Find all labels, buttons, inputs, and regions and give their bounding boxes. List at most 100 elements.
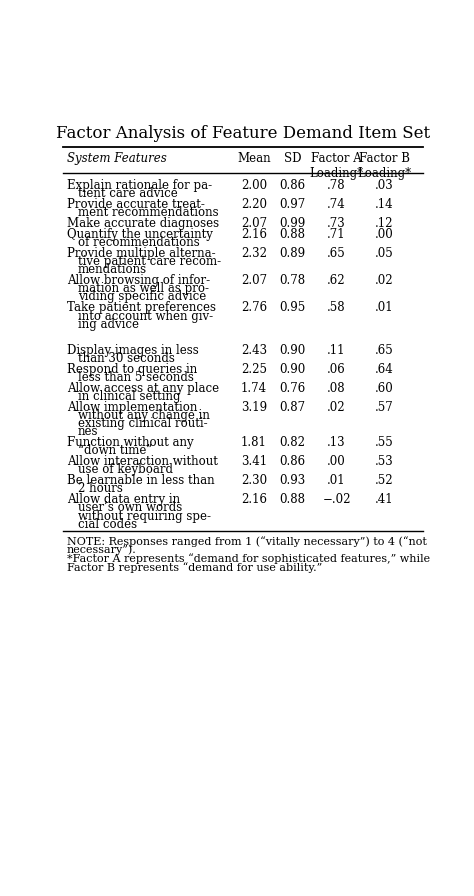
Text: 2.43: 2.43 bbox=[241, 344, 267, 357]
Text: Factor A
Loading*: Factor A Loading* bbox=[310, 151, 364, 180]
Text: 0.93: 0.93 bbox=[279, 474, 306, 487]
Text: .01: .01 bbox=[327, 474, 346, 487]
Text: .05: .05 bbox=[375, 247, 394, 260]
Text: .14: .14 bbox=[375, 198, 394, 211]
Text: .02: .02 bbox=[327, 401, 346, 414]
Text: Respond to queries in: Respond to queries in bbox=[66, 363, 197, 375]
Text: .08: .08 bbox=[327, 382, 346, 395]
Text: Factor Analysis of Feature Demand Item Set: Factor Analysis of Feature Demand Item S… bbox=[56, 125, 430, 142]
Text: without requiring spe-: without requiring spe- bbox=[78, 510, 210, 522]
Text: *Factor A represents “demand for sophisticated features,” while: *Factor A represents “demand for sophist… bbox=[66, 554, 430, 564]
Text: mendations: mendations bbox=[78, 263, 147, 276]
Text: .02: .02 bbox=[375, 274, 394, 288]
Text: ing advice: ing advice bbox=[78, 318, 138, 331]
Text: Allow implementation: Allow implementation bbox=[66, 401, 197, 414]
Text: NOTE: Responses ranged from 1 (“vitally necessary”) to 4 (“not: NOTE: Responses ranged from 1 (“vitally … bbox=[66, 536, 427, 547]
Text: existing clinical routi-: existing clinical routi- bbox=[78, 418, 207, 430]
Text: 0.88: 0.88 bbox=[280, 494, 306, 506]
Text: 0.76: 0.76 bbox=[279, 382, 306, 395]
Text: viding specific advice: viding specific advice bbox=[78, 290, 206, 304]
Text: .62: .62 bbox=[327, 274, 346, 288]
Text: Be learnable in less than: Be learnable in less than bbox=[66, 474, 214, 487]
Text: 2.76: 2.76 bbox=[241, 301, 267, 314]
Text: .11: .11 bbox=[328, 344, 346, 357]
Text: 0.87: 0.87 bbox=[280, 401, 306, 414]
Text: 2.16: 2.16 bbox=[241, 228, 267, 241]
Text: .58: .58 bbox=[327, 301, 346, 314]
Text: .00: .00 bbox=[327, 455, 346, 469]
Text: 1.74: 1.74 bbox=[241, 382, 267, 395]
Text: 2.20: 2.20 bbox=[241, 198, 267, 211]
Text: 0.97: 0.97 bbox=[279, 198, 306, 211]
Text: 2.00: 2.00 bbox=[241, 179, 267, 192]
Text: without any change in: without any change in bbox=[78, 409, 210, 422]
Text: Quantify the uncertainty: Quantify the uncertainty bbox=[66, 228, 212, 241]
Text: .65: .65 bbox=[327, 247, 346, 260]
Text: .73: .73 bbox=[327, 217, 346, 230]
Text: .53: .53 bbox=[375, 455, 394, 469]
Text: 2.07: 2.07 bbox=[241, 217, 267, 230]
Text: 2.16: 2.16 bbox=[241, 494, 267, 506]
Text: Factor B represents “demand for use ability.”: Factor B represents “demand for use abil… bbox=[66, 562, 322, 573]
Text: .06: .06 bbox=[327, 363, 346, 375]
Text: .41: .41 bbox=[375, 494, 394, 506]
Text: Explain rationale for pa-: Explain rationale for pa- bbox=[66, 179, 212, 192]
Text: 3.19: 3.19 bbox=[241, 401, 267, 414]
Text: 2.30: 2.30 bbox=[241, 474, 267, 487]
Text: 2.07: 2.07 bbox=[241, 274, 267, 288]
Text: user’s own words: user’s own words bbox=[78, 502, 182, 514]
Text: Allow access at any place: Allow access at any place bbox=[66, 382, 219, 395]
Text: into account when giv-: into account when giv- bbox=[78, 309, 213, 323]
Text: mation as well as pro-: mation as well as pro- bbox=[78, 282, 209, 296]
Text: Factor B
Loading*: Factor B Loading* bbox=[357, 151, 411, 180]
Text: cial codes: cial codes bbox=[78, 518, 137, 530]
Text: 2.32: 2.32 bbox=[241, 247, 267, 260]
Text: 0.78: 0.78 bbox=[280, 274, 306, 288]
Text: of recommendations: of recommendations bbox=[78, 237, 200, 249]
Text: System Features: System Features bbox=[66, 151, 166, 165]
Text: 0.82: 0.82 bbox=[280, 436, 306, 449]
Text: than 30 seconds: than 30 seconds bbox=[78, 352, 174, 365]
Text: Display images in less: Display images in less bbox=[66, 344, 198, 357]
Text: SD: SD bbox=[284, 151, 301, 165]
Text: −.02: −.02 bbox=[322, 494, 351, 506]
Text: in clinical setting: in clinical setting bbox=[78, 390, 180, 403]
Text: .74: .74 bbox=[327, 198, 346, 211]
Text: Allow interaction without: Allow interaction without bbox=[66, 455, 218, 469]
Text: tient care advice: tient care advice bbox=[78, 187, 177, 200]
Text: .57: .57 bbox=[375, 401, 394, 414]
Text: “down time”: “down time” bbox=[78, 444, 152, 457]
Text: Allow data entry in: Allow data entry in bbox=[66, 494, 180, 506]
Text: Provide multiple alterna-: Provide multiple alterna- bbox=[66, 247, 215, 260]
Text: 2.25: 2.25 bbox=[241, 363, 267, 375]
Text: 0.99: 0.99 bbox=[279, 217, 306, 230]
Text: .64: .64 bbox=[375, 363, 394, 375]
Text: necessary”).: necessary”). bbox=[66, 545, 137, 556]
Text: .78: .78 bbox=[327, 179, 346, 192]
Text: tive patient care recom-: tive patient care recom- bbox=[78, 255, 221, 268]
Text: 3.41: 3.41 bbox=[241, 455, 267, 469]
Text: .03: .03 bbox=[375, 179, 394, 192]
Text: .55: .55 bbox=[375, 436, 394, 449]
Text: Provide accurate treat-: Provide accurate treat- bbox=[66, 198, 204, 211]
Text: Mean: Mean bbox=[237, 151, 271, 165]
Text: Allow browsing of infor-: Allow browsing of infor- bbox=[66, 274, 210, 288]
Text: .52: .52 bbox=[375, 474, 394, 487]
Text: 0.88: 0.88 bbox=[280, 228, 306, 241]
Text: 0.90: 0.90 bbox=[279, 363, 306, 375]
Text: ment recommendations: ment recommendations bbox=[78, 206, 218, 220]
Text: Function without any: Function without any bbox=[66, 436, 193, 449]
Text: less than 5 seconds: less than 5 seconds bbox=[78, 371, 193, 383]
Text: Take patient preferences: Take patient preferences bbox=[66, 301, 216, 314]
Text: .71: .71 bbox=[327, 228, 346, 241]
Text: 0.90: 0.90 bbox=[279, 344, 306, 357]
Text: 0.95: 0.95 bbox=[279, 301, 306, 314]
Text: .12: .12 bbox=[375, 217, 393, 230]
Text: .01: .01 bbox=[375, 301, 394, 314]
Text: .65: .65 bbox=[375, 344, 394, 357]
Text: Make accurate diagnoses: Make accurate diagnoses bbox=[66, 217, 219, 230]
Text: use of keyboard: use of keyboard bbox=[78, 463, 173, 477]
Text: .60: .60 bbox=[375, 382, 394, 395]
Text: 2 hours: 2 hours bbox=[78, 482, 122, 495]
Text: 0.86: 0.86 bbox=[280, 179, 306, 192]
